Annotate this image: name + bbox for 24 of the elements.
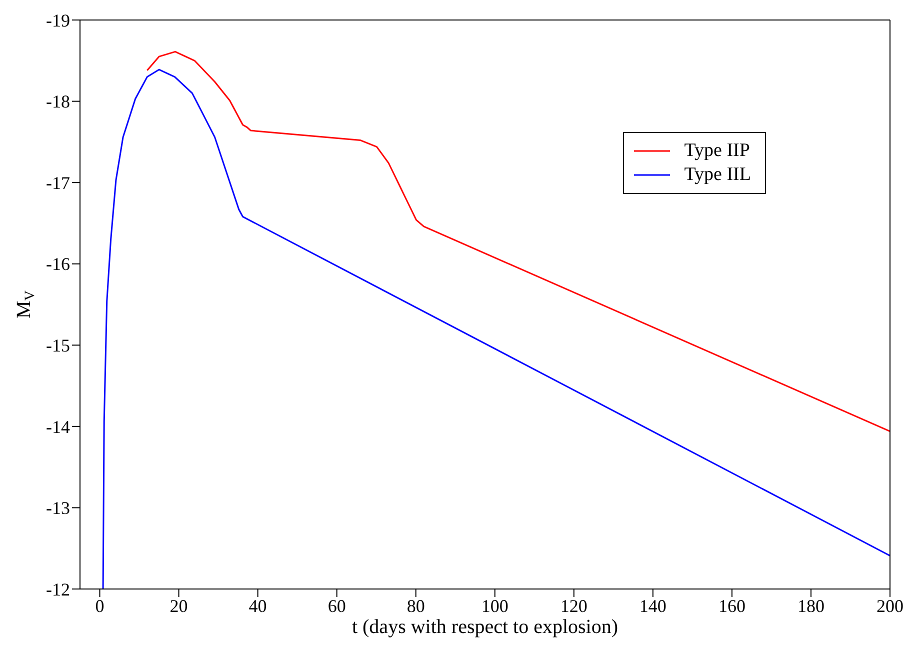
y-tick-label: -12 [46,579,70,600]
y-tick-label: -14 [46,416,70,437]
y-tick-label: -13 [46,498,70,518]
legend-label: Type IIL [684,163,751,187]
y-tick-label: -17 [46,172,70,193]
x-tick-label: 140 [639,596,666,616]
line-series [146,50,890,432]
x-tick-label: 40 [248,596,267,616]
legend-label: Type IIP [684,139,750,163]
x-tick-label: 80 [406,596,425,616]
x-tick-label: 20 [170,596,188,616]
y-tick-label: -15 [46,336,70,356]
x-tick-label: 180 [797,596,824,616]
y-tick-label: -16 [46,254,70,274]
x-axis-title: t (days with respect to explosion) [352,616,618,638]
line-series [102,68,890,589]
x-tick-label: 200 [876,596,904,616]
x-tick-label: 60 [328,596,346,616]
y-tick-label: -18 [46,92,70,112]
x-tick-label: 100 [481,596,508,616]
x-tick-label: 160 [718,596,746,616]
y-tick-label: -19 [46,10,70,30]
x-tick-label: 0 [95,596,104,616]
x-tick-label: 120 [560,596,588,616]
